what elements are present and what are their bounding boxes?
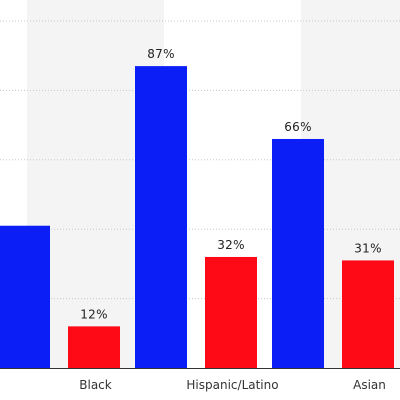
data-labels: 12%32%31%87%66%63% <box>80 47 382 321</box>
bars <box>0 66 394 369</box>
gridlines <box>0 20 400 300</box>
data-label: 12% <box>80 307 108 321</box>
data-label: 66% <box>284 120 312 134</box>
bar <box>342 260 394 368</box>
bar <box>272 138 324 368</box>
category-tick-labels: Black Hispanic/Latino Asian <box>79 378 386 392</box>
bar <box>0 225 50 368</box>
bar <box>68 326 120 368</box>
category-tick-label: Hispanic/Latino <box>186 378 278 392</box>
data-label: 87% <box>147 47 175 61</box>
category-tick-label: Black <box>79 378 112 392</box>
category-tick-label: Asian <box>353 378 386 392</box>
bar <box>205 256 257 368</box>
bar <box>135 66 187 369</box>
data-label: 31% <box>354 241 382 255</box>
data-label: 32% <box>217 238 245 252</box>
